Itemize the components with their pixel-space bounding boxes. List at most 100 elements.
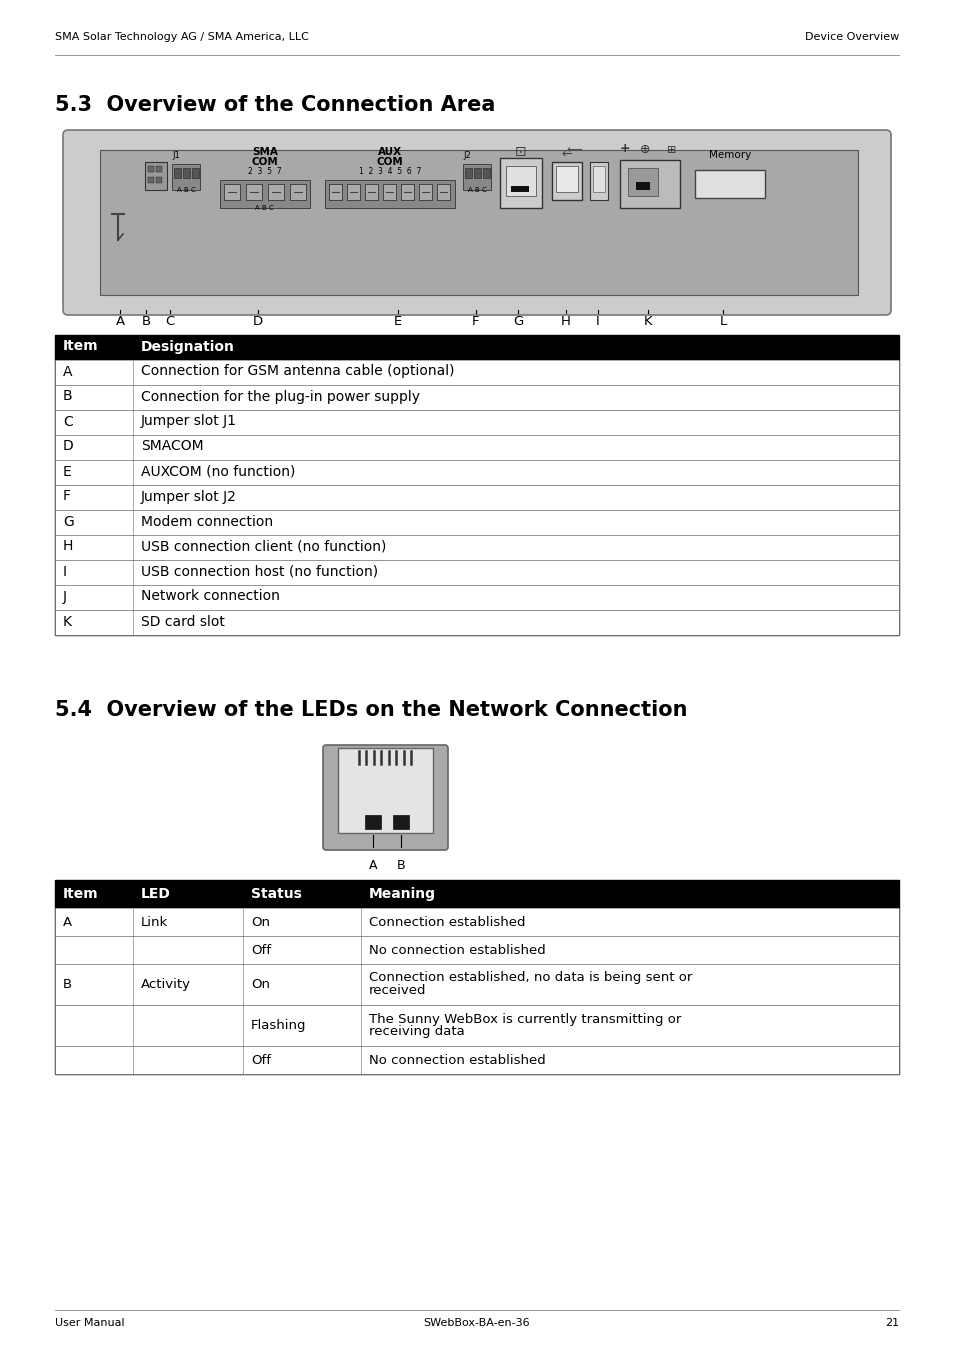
Text: On: On <box>251 915 270 929</box>
Bar <box>636 183 649 191</box>
Bar <box>593 166 604 192</box>
Text: received: received <box>369 984 426 998</box>
Bar <box>552 162 581 200</box>
Text: D: D <box>63 439 73 453</box>
Bar <box>55 410 898 435</box>
Text: AUX: AUX <box>377 147 401 157</box>
Text: Connection established: Connection established <box>369 915 525 929</box>
Bar <box>589 162 607 200</box>
Bar <box>55 385 898 410</box>
Bar <box>156 177 162 183</box>
Bar <box>55 510 898 535</box>
Bar <box>55 1005 898 1046</box>
Bar <box>224 184 240 200</box>
Text: Connection established, no data is being sent or: Connection established, no data is being… <box>369 972 692 984</box>
Text: SWebBox-BA-en-36: SWebBox-BA-en-36 <box>423 1318 530 1328</box>
Text: Item: Item <box>63 339 98 353</box>
Bar <box>695 170 764 197</box>
Text: K: K <box>643 315 652 329</box>
Bar <box>474 168 480 178</box>
Text: A B C: A B C <box>467 187 486 193</box>
Bar <box>290 184 306 200</box>
Text: J: J <box>63 589 67 603</box>
Text: Device Overview: Device Overview <box>804 32 898 42</box>
Text: On: On <box>251 977 270 991</box>
Bar <box>55 1046 898 1073</box>
Text: ⊕: ⊕ <box>639 143 650 155</box>
Text: Activity: Activity <box>141 977 191 991</box>
Text: 2  3  5  7: 2 3 5 7 <box>248 168 281 176</box>
Text: ⟵: ⟵ <box>566 145 582 155</box>
Text: Meaning: Meaning <box>369 887 436 900</box>
Text: SD card slot: SD card slot <box>141 615 225 629</box>
Bar <box>55 335 898 635</box>
Text: F: F <box>472 315 479 329</box>
Text: H: H <box>63 539 73 553</box>
Bar <box>156 166 162 172</box>
Text: H: H <box>560 315 570 329</box>
Text: SMACOM: SMACOM <box>141 439 203 453</box>
Text: AUXCOM (no function): AUXCOM (no function) <box>141 465 295 479</box>
Bar <box>462 164 491 191</box>
Text: B: B <box>396 859 405 872</box>
Bar <box>55 535 898 560</box>
Text: 5.3  Overview of the Connection Area: 5.3 Overview of the Connection Area <box>55 95 495 115</box>
Bar <box>55 560 898 585</box>
Bar <box>55 880 898 1073</box>
Bar <box>482 168 490 178</box>
Bar <box>393 815 409 829</box>
Text: Flashing: Flashing <box>251 1019 306 1032</box>
Text: +: + <box>619 142 630 155</box>
Text: Connection for GSM antenna cable (optional): Connection for GSM antenna cable (option… <box>141 365 454 379</box>
Text: 1  2  3  4  5  6  7: 1 2 3 4 5 6 7 <box>358 168 420 176</box>
Text: K: K <box>63 615 71 629</box>
Text: C: C <box>63 415 72 429</box>
Bar <box>148 166 153 172</box>
Text: A B C: A B C <box>254 206 274 211</box>
Text: B: B <box>141 315 151 329</box>
Bar <box>192 168 199 178</box>
Bar <box>499 158 541 208</box>
Bar <box>365 184 377 200</box>
Bar <box>55 880 898 909</box>
Text: ⊡: ⊡ <box>515 145 526 160</box>
Text: B: B <box>63 977 72 991</box>
Bar <box>505 166 536 196</box>
Text: L: L <box>719 315 726 329</box>
Bar <box>220 180 310 208</box>
Bar <box>145 162 167 191</box>
Text: A: A <box>63 365 72 379</box>
Bar <box>325 180 455 208</box>
FancyBboxPatch shape <box>63 130 890 315</box>
Text: I: I <box>596 315 599 329</box>
Text: A B C: A B C <box>176 187 195 193</box>
Text: 5.4  Overview of the LEDs on the Network Connection: 5.4 Overview of the LEDs on the Network … <box>55 700 687 721</box>
Bar <box>365 815 380 829</box>
Bar <box>173 168 181 178</box>
Bar <box>619 160 679 208</box>
Bar <box>329 184 341 200</box>
Text: Designation: Designation <box>141 339 234 353</box>
Bar <box>268 184 284 200</box>
Text: 21: 21 <box>884 1318 898 1328</box>
Text: Modem connection: Modem connection <box>141 515 273 529</box>
Text: A: A <box>115 315 125 329</box>
Text: USB connection host (no function): USB connection host (no function) <box>141 565 377 579</box>
Text: The Sunny WebBox is currently transmitting or: The Sunny WebBox is currently transmitti… <box>369 1013 680 1026</box>
Bar <box>418 184 432 200</box>
Bar <box>400 184 414 200</box>
Bar <box>436 184 450 200</box>
Text: G: G <box>513 315 522 329</box>
Text: J2: J2 <box>462 151 470 160</box>
Text: Off: Off <box>251 944 271 956</box>
Text: LED: LED <box>141 887 171 900</box>
Text: F: F <box>63 489 71 503</box>
Text: No connection established: No connection established <box>369 1053 545 1067</box>
Text: A: A <box>369 859 376 872</box>
Bar <box>55 485 898 510</box>
Bar <box>55 360 898 385</box>
Bar <box>100 150 857 295</box>
Bar <box>55 964 898 1005</box>
Text: B: B <box>63 389 72 403</box>
Text: Status: Status <box>251 887 301 900</box>
